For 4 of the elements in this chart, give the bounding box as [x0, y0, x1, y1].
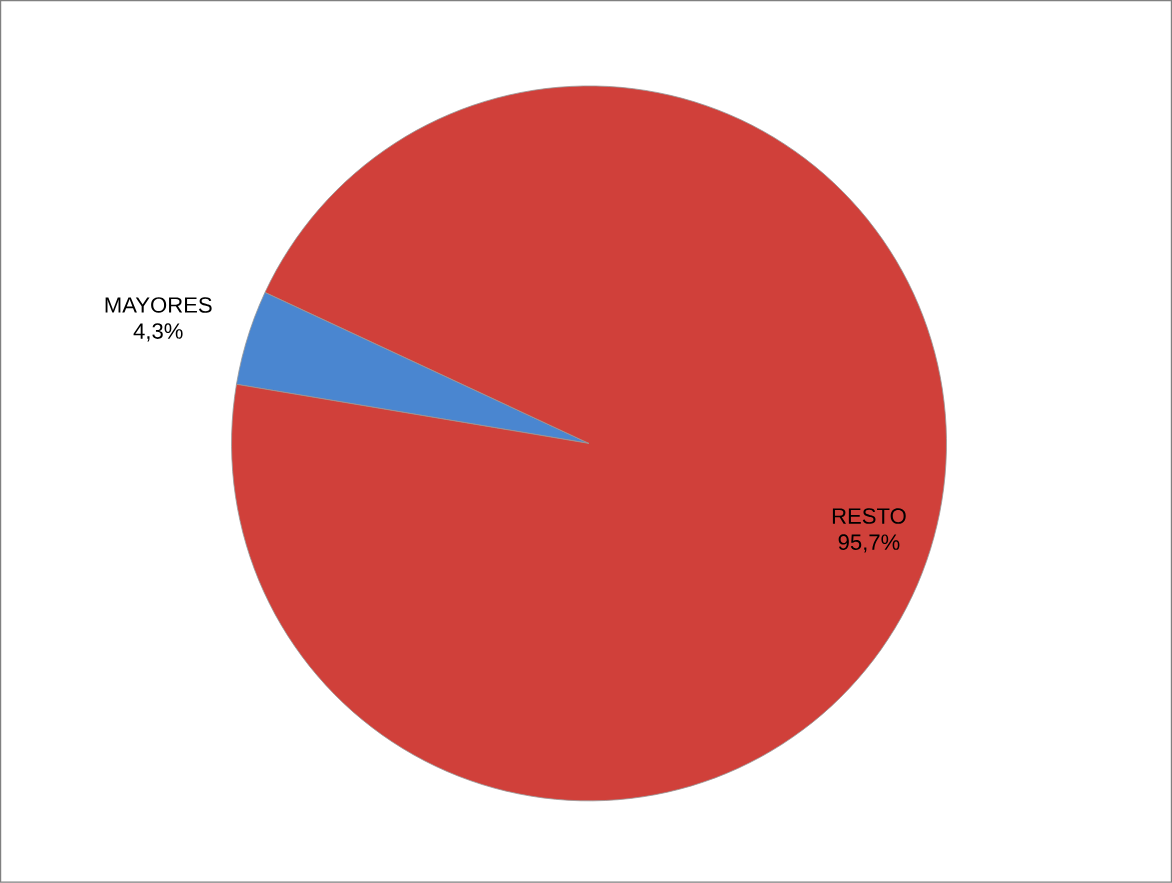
slice-label: MAYORES [105, 297, 212, 313]
data-label: 4,3% [133, 323, 183, 342]
data-label: 95,7% [838, 534, 900, 553]
slice-label: RESTO [832, 508, 906, 524]
